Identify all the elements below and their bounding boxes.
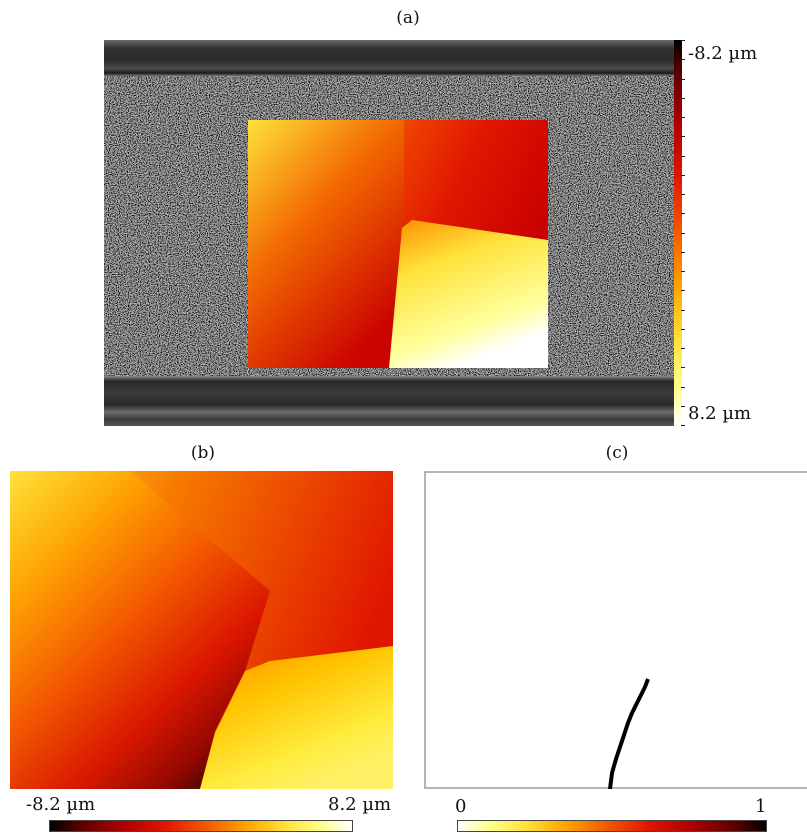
panel-b-displacement-map <box>10 471 393 789</box>
speckle-photograph <box>104 40 674 426</box>
panel-b-colorbar-max-label: 8.2 µm <box>328 794 392 815</box>
colorbar-tick <box>681 233 685 234</box>
colorbar-tick <box>681 367 685 368</box>
colorbar-tick <box>681 252 685 253</box>
top-grip-rail <box>104 40 674 76</box>
colorbar-tick <box>681 310 685 311</box>
colorbar-tick <box>681 79 685 80</box>
panel-b-colorbar <box>49 820 353 832</box>
crack-path <box>608 678 650 789</box>
panel-c-colorbar-min-label: 0 <box>455 796 467 817</box>
colorbar-tick <box>681 213 685 214</box>
panel-b-crack-region <box>200 646 393 789</box>
colorbar-tick <box>681 194 685 195</box>
panel-c-colorbar-max-label: 1 <box>755 796 767 817</box>
panel-c-crack-map <box>424 471 807 789</box>
panel-c-colorbar <box>457 820 767 832</box>
panel-b-letter: (b) <box>190 443 216 463</box>
panel-a-colorbar-top-label: -8.2 µm <box>688 43 758 64</box>
colorbar-tick <box>681 387 685 388</box>
panel-c-letter: (c) <box>605 443 629 463</box>
crack-line <box>608 678 650 789</box>
colorbar-tick <box>681 290 685 291</box>
panel-a-colorbar <box>674 40 682 426</box>
panel-b-colorbar-min-label: -8.2 µm <box>26 794 96 815</box>
colorbar-tick <box>681 406 685 407</box>
speckle-pattern <box>104 40 674 426</box>
colorbar-tick <box>681 117 685 118</box>
panel-a-letter: (a) <box>396 8 420 28</box>
colorbar-tick <box>681 40 685 41</box>
colorbar-tick <box>681 175 685 176</box>
colorbar-tick <box>681 98 685 99</box>
colorbar-tick <box>681 156 685 157</box>
colorbar-tick <box>681 329 685 330</box>
crack-region-overlay <box>389 220 548 368</box>
colorbar-tick <box>681 136 685 137</box>
colorbar-tick <box>681 271 685 272</box>
colorbar-tick <box>681 348 685 349</box>
panel-a-colorbar-bottom-label: 8.2 µm <box>688 403 752 424</box>
bottom-grip-rail <box>104 376 674 426</box>
colorbar-tick <box>681 59 685 60</box>
colorbar-tick <box>681 425 685 426</box>
